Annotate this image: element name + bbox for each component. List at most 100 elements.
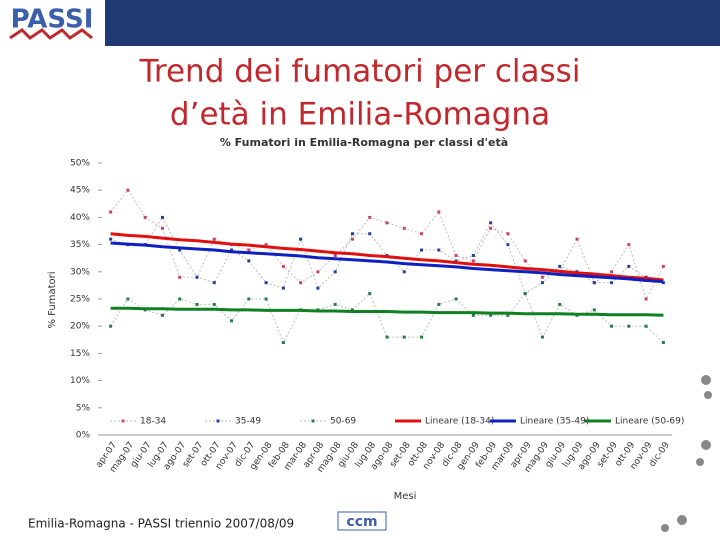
trend-line xyxy=(110,241,664,284)
data-point xyxy=(610,281,614,285)
data-point xyxy=(661,341,665,345)
footer-logo-box xyxy=(337,511,387,531)
legend-marker xyxy=(311,419,315,423)
slide-title: d’età in Emilia-Romagna xyxy=(170,97,550,133)
data-point xyxy=(368,232,372,236)
decoration xyxy=(661,375,712,532)
data-point xyxy=(333,253,337,257)
data-point xyxy=(281,286,285,290)
data-point xyxy=(109,237,113,241)
trend-line xyxy=(110,232,664,282)
data-point xyxy=(610,324,614,328)
data-point xyxy=(592,281,596,285)
data-point xyxy=(523,259,527,263)
data-point xyxy=(661,264,665,268)
y-tick-label: 20% xyxy=(70,322,90,332)
data-point xyxy=(109,210,113,214)
data-point xyxy=(402,270,406,274)
trend-line xyxy=(110,306,664,317)
data-point xyxy=(627,264,631,268)
data-point xyxy=(160,226,164,230)
data-point xyxy=(264,281,268,285)
legend-marker xyxy=(121,419,125,423)
data-point xyxy=(385,221,389,225)
data-point xyxy=(109,324,113,328)
legend-label: Lineare (35-49) xyxy=(520,417,589,427)
data-point xyxy=(540,335,544,339)
y-tick-label: 50% xyxy=(70,159,90,169)
data-point xyxy=(299,281,303,285)
data-point xyxy=(230,319,234,323)
data-point xyxy=(368,215,372,219)
data-point xyxy=(299,237,303,241)
data-point xyxy=(661,281,665,285)
series-line xyxy=(110,189,664,301)
data-point xyxy=(506,232,510,236)
data-point xyxy=(558,264,562,268)
y-tick-label: 15% xyxy=(70,349,90,359)
legend-label: 35-49 xyxy=(235,417,261,427)
data-point xyxy=(489,226,493,230)
data-point xyxy=(212,237,216,241)
y-tick-label: 35% xyxy=(70,240,90,250)
data-point xyxy=(385,335,389,339)
data-point xyxy=(247,297,251,301)
data-point xyxy=(281,341,285,345)
data-point xyxy=(350,237,354,241)
data-point xyxy=(489,313,493,317)
data-point xyxy=(523,292,527,296)
data-point xyxy=(247,248,251,252)
footer-logo: ccm xyxy=(346,514,377,530)
data-point xyxy=(454,297,458,301)
data-point xyxy=(350,232,354,236)
data-point xyxy=(264,297,268,301)
y-tick-label: 5% xyxy=(76,403,91,413)
data-point xyxy=(471,253,475,257)
legend-label: Lineare (18-34) xyxy=(425,417,494,427)
data-point xyxy=(437,302,441,306)
data-point xyxy=(506,243,510,247)
data-point xyxy=(230,248,234,252)
data-point xyxy=(540,281,544,285)
data-point xyxy=(644,297,648,301)
data-point xyxy=(160,313,164,317)
data-point xyxy=(143,215,147,219)
data-point xyxy=(178,248,182,252)
data-point xyxy=(333,302,337,306)
legend-label: 50-69 xyxy=(330,417,356,427)
data-point xyxy=(420,335,424,339)
y-tick-label: 25% xyxy=(70,295,90,305)
data-point xyxy=(126,297,130,301)
data-point xyxy=(627,243,631,247)
data-point xyxy=(627,324,631,328)
data-point xyxy=(420,232,424,236)
data-point xyxy=(126,188,130,192)
x-axis-label: Mesi xyxy=(394,491,417,502)
chart-title: % Fumatori in Emilia-Romagna per classi … xyxy=(220,136,508,149)
y-tick-label: 0% xyxy=(76,431,91,441)
data-point xyxy=(160,215,164,219)
data-point xyxy=(540,275,544,279)
data-point xyxy=(247,259,251,263)
data-point xyxy=(558,302,562,306)
data-point xyxy=(212,302,216,306)
footer: Emilia-Romagna - PASSI triennio 2007/08/… xyxy=(28,517,294,531)
data-point xyxy=(212,281,216,285)
data-point xyxy=(195,275,199,279)
data-point xyxy=(333,270,337,274)
data-point xyxy=(368,292,372,296)
y-axis-label: % Fumatori xyxy=(47,271,58,328)
y-tick-label: 45% xyxy=(70,186,90,196)
data-point xyxy=(316,286,320,290)
data-point xyxy=(489,221,493,225)
data-point xyxy=(610,270,614,274)
data-point xyxy=(592,308,596,312)
data-point xyxy=(471,259,475,263)
plot: 0%5%10%15%20%25%30%35%40%45%50%apr-07mag… xyxy=(70,159,684,475)
data-point xyxy=(350,308,354,312)
legend-label: Lineare (50-69) xyxy=(615,417,684,427)
data-point xyxy=(178,275,182,279)
data-point xyxy=(454,259,458,263)
data-point xyxy=(454,253,458,257)
